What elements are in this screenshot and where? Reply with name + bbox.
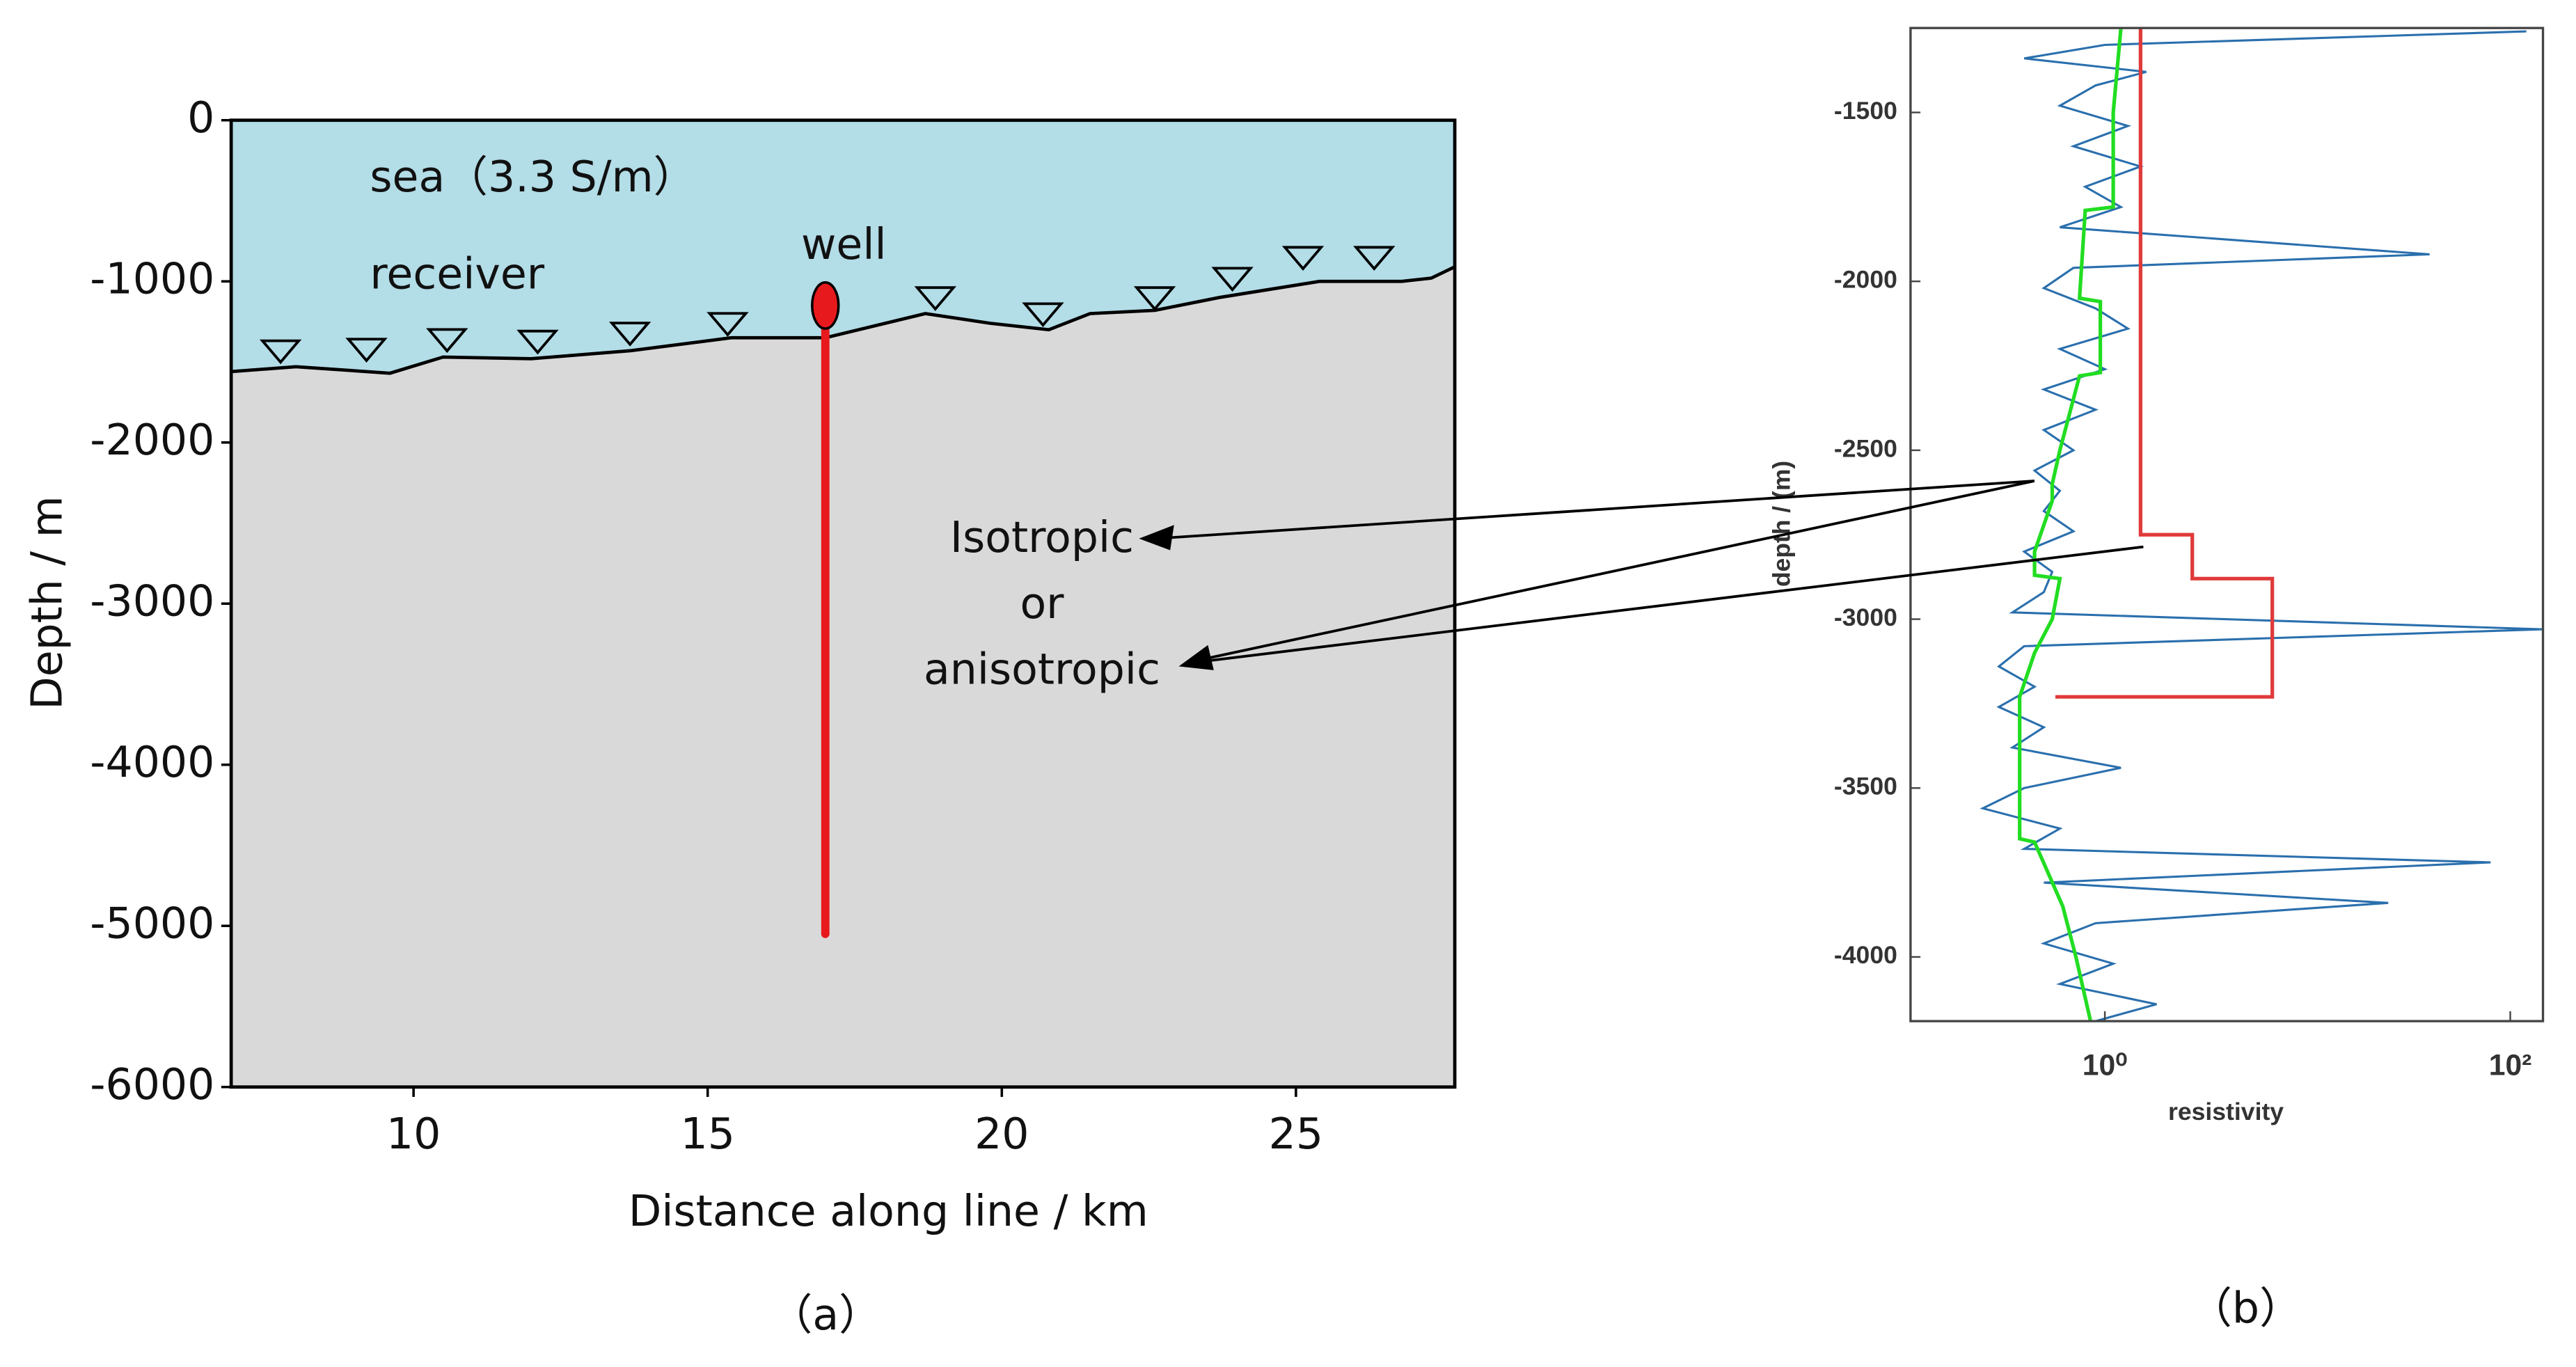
receiver-label: receiver [370,249,544,299]
annotation-arrows [1139,480,2144,670]
receiver [608,322,651,347]
y-tick-label: -3000 [90,576,214,626]
x-axis-label: Distance along line / km [629,1186,1148,1236]
receiver [516,329,559,355]
log-curve [1980,30,2543,1022]
panel-b: -1500 -2000 -2500 -3000 -3500 -4000 10⁰ 10² resi… [1768,26,2545,1334]
receiver [1281,246,1325,271]
panel-a: 0 -1000 -2000 -3000 -4000 -5000 -6000 10 15 20 25 D… [22,93,1457,1340]
x-tick-label: 10 [386,1109,441,1159]
y-tick-label: -5000 [90,898,214,948]
y-tick-label: 0 [187,93,214,143]
receiver [426,328,468,354]
x-tick-label: 10⁰ [2083,1049,2128,1082]
plot-frame [1909,26,2545,1022]
y-tick-label: -6000 [90,1059,214,1109]
y-tick-label: -3500 [1834,773,1897,800]
x-tick-label: 10² [2489,1049,2532,1082]
receiver [706,312,749,337]
panel-label: （b） [2189,1283,2302,1334]
panel-label: （a） [770,1290,882,1340]
annotation: anisotropic [924,645,1160,695]
y-tick-label: -1500 [1834,97,1897,125]
annotation: Isotropic [950,512,1134,562]
y-axis-label: Depth / m [22,496,72,709]
arrow [1196,545,2144,664]
y-tick-label: -4000 [90,737,214,787]
log-curve [2055,28,2275,699]
annotation: or [1020,578,1064,629]
seafloor [230,265,1456,375]
sea-label: sea（3.3 S/m） [370,152,696,202]
receiver [1211,267,1254,292]
arrow [1155,480,2034,540]
arrow [1196,480,2035,662]
y-tick-label: -3000 [1834,603,1897,631]
y-tick-label: -4000 [1834,941,1897,969]
y-tick-label: -1000 [90,253,214,303]
x-tick-label: 20 [974,1109,1029,1159]
receiver [1022,302,1064,328]
x-axis-label: resistivity [2168,1098,2284,1125]
arrow-head [1139,525,1174,551]
receiver [1133,286,1176,311]
well-head [811,281,840,330]
y-tick-label: -2000 [90,415,214,465]
y-tick-label: -2000 [1834,266,1897,294]
y-tick-label: -2500 [1834,434,1897,462]
receiver [914,286,957,311]
log-curve [2018,28,2123,1022]
receiver [345,338,388,363]
x-tick-label: 25 [1269,1109,1323,1159]
receiver [1353,246,1396,271]
well-label: well [801,219,887,269]
y-axis-label: depth / (m) [1768,461,1796,587]
arrow-head [1178,645,1214,670]
receiver [259,339,302,365]
x-tick-label: 15 [680,1109,734,1159]
ground [231,267,1455,1087]
